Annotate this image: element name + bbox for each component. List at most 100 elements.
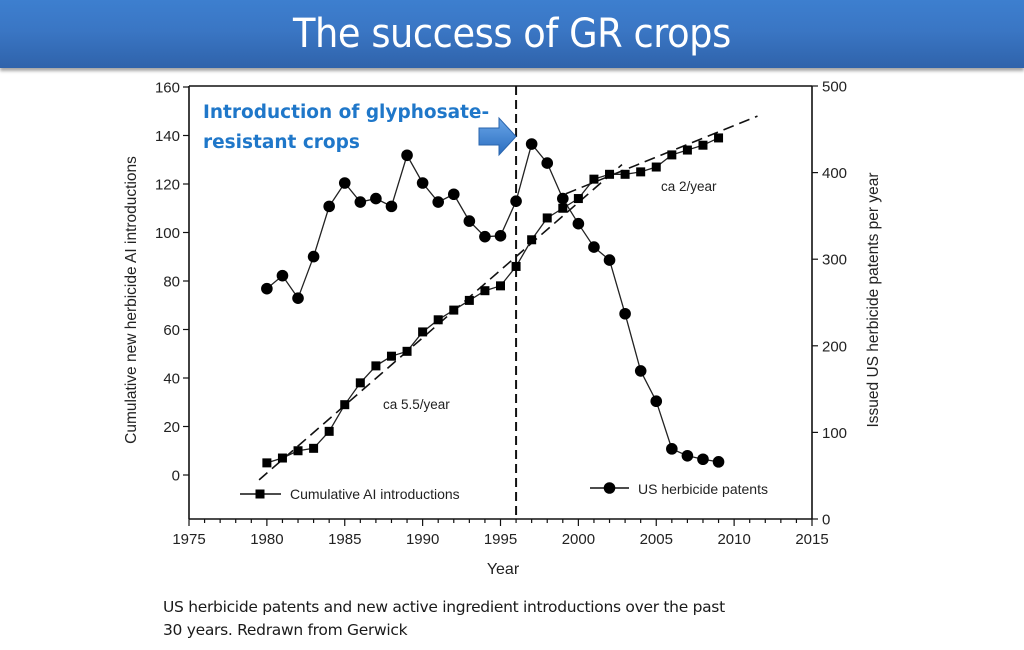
- data-point-square: [386, 351, 396, 361]
- x-axis-label: Year: [487, 561, 520, 578]
- y2-tick-label: 500: [822, 79, 847, 96]
- data-point-square: [620, 169, 630, 179]
- x-tick-label: 1975: [172, 531, 205, 548]
- data-point-circle: [603, 254, 616, 266]
- data-point-circle: [432, 196, 445, 208]
- x-tick-label: 2000: [562, 531, 595, 548]
- data-point-square: [573, 194, 583, 204]
- data-point-circle: [557, 192, 569, 205]
- y-tick-label: 120: [155, 177, 180, 194]
- data-point-square: [402, 346, 412, 356]
- series-us-herbicide-patents: [261, 138, 725, 468]
- data-point-square: [262, 458, 272, 468]
- data-point-square: [682, 145, 692, 155]
- data-point-circle: [697, 453, 709, 466]
- figure-caption: US herbicide patents and new active ingr…: [163, 596, 883, 642]
- data-point-square: [636, 167, 646, 177]
- data-point-square: [496, 281, 505, 291]
- y2-tick-label: 0: [822, 512, 830, 529]
- right-arrow-icon: [478, 116, 517, 157]
- data-point-circle: [370, 192, 382, 205]
- data-point-circle: [572, 217, 585, 230]
- data-point-circle: [307, 250, 320, 263]
- data-point-square: [355, 378, 365, 388]
- data-point-circle: [634, 365, 647, 377]
- dual-axis-line-chart: 1975 1980 1985 1990 1995 2000 2005 2010 2015Year…: [123, 79, 882, 579]
- data-point-circle: [525, 138, 538, 150]
- data-point-square: [698, 140, 708, 150]
- trend-label-2: ca 2/year: [661, 179, 717, 194]
- data-point-circle: [338, 177, 351, 189]
- y-tick-label: 100: [155, 225, 180, 242]
- data-point-circle: [261, 282, 273, 295]
- y-tick-label: 60: [163, 322, 180, 339]
- data-point-square: [371, 361, 381, 371]
- annotation-line-1: Introduction of glyphosate-: [203, 102, 489, 123]
- data-point-square: [511, 261, 521, 271]
- y-tick-label: 40: [163, 371, 180, 388]
- data-point-square: [418, 327, 428, 337]
- data-point-circle: [681, 449, 694, 462]
- trend-lines: ca 5.5/year ca 2/year: [258, 115, 758, 481]
- y-tick-label: 140: [155, 128, 180, 145]
- data-point-circle: [292, 292, 304, 304]
- x-tick-label: 1980: [250, 531, 283, 548]
- legend-label-patents: US herbicide patents: [638, 481, 768, 497]
- data-point-circle: [447, 188, 460, 201]
- data-point-circle: [619, 307, 631, 320]
- legend: Cumulative AI introductions US herbicide …: [240, 481, 768, 502]
- y-tick-label: 0: [172, 468, 180, 485]
- data-point-circle: [494, 230, 507, 242]
- x-tick-label: 1985: [328, 531, 361, 548]
- data-point-circle: [401, 149, 413, 162]
- y2-tick-label: 400: [822, 165, 847, 182]
- data-point-square: [542, 213, 552, 223]
- data-point-square: [558, 203, 568, 213]
- data-point-circle: [541, 157, 554, 169]
- data-point-square: [651, 162, 661, 172]
- data-point-circle: [712, 456, 725, 468]
- data-point-square: [309, 443, 319, 453]
- data-point-circle: [588, 241, 600, 253]
- x-tick-label: 2010: [717, 531, 750, 548]
- legend-square-marker: [255, 489, 265, 499]
- data-point-circle: [323, 200, 335, 213]
- data-point-circle: [650, 395, 663, 408]
- legend-circle-marker: [603, 482, 616, 494]
- data-point-square: [293, 446, 303, 456]
- data-point-circle: [385, 200, 398, 213]
- y-tick-label: 160: [155, 80, 180, 97]
- y-tick-label: 80: [163, 274, 180, 291]
- y2-tick-label: 100: [822, 425, 847, 442]
- y2-tick-label: 200: [822, 338, 847, 355]
- data-point-square: [527, 235, 537, 245]
- data-point-circle: [354, 196, 367, 208]
- data-point-circle: [416, 177, 429, 189]
- data-point-square: [667, 150, 677, 160]
- x-tick-label: 1990: [406, 531, 439, 548]
- data-point-circle: [510, 195, 522, 207]
- data-point-square: [277, 453, 287, 463]
- data-point-square: [714, 133, 724, 143]
- x-tick-label: 2015: [795, 531, 828, 548]
- data-point-square: [324, 426, 334, 436]
- y2-axis-label: Issued US herbicide patents per year: [865, 172, 882, 427]
- slide-title: The success of GR crops: [293, 11, 731, 57]
- annotation: Introduction of glyphosate- resistant cr…: [203, 102, 517, 157]
- data-point-circle: [463, 215, 476, 227]
- x-tick-label: 1995: [484, 531, 517, 548]
- y-tick-label: 20: [163, 419, 180, 436]
- legend-label-ai: Cumulative AI introductions: [290, 486, 460, 502]
- y2-tick-label: 300: [822, 252, 847, 269]
- annotation-line-2: resistant crops: [203, 132, 360, 153]
- data-point-circle: [666, 443, 678, 455]
- data-point-square: [340, 400, 350, 410]
- slide-title-bar: The success of GR crops: [0, 0, 1024, 68]
- caption-line-2: 30 years. Redrawn from Gerwick: [163, 621, 408, 639]
- caption-line-1: US herbicide patents and new active ingr…: [163, 598, 725, 616]
- x-tick-label: 2005: [640, 531, 673, 548]
- data-point-square: [433, 315, 443, 325]
- data-point-square: [480, 286, 490, 296]
- data-point-square: [464, 295, 474, 305]
- data-point-circle: [276, 269, 289, 282]
